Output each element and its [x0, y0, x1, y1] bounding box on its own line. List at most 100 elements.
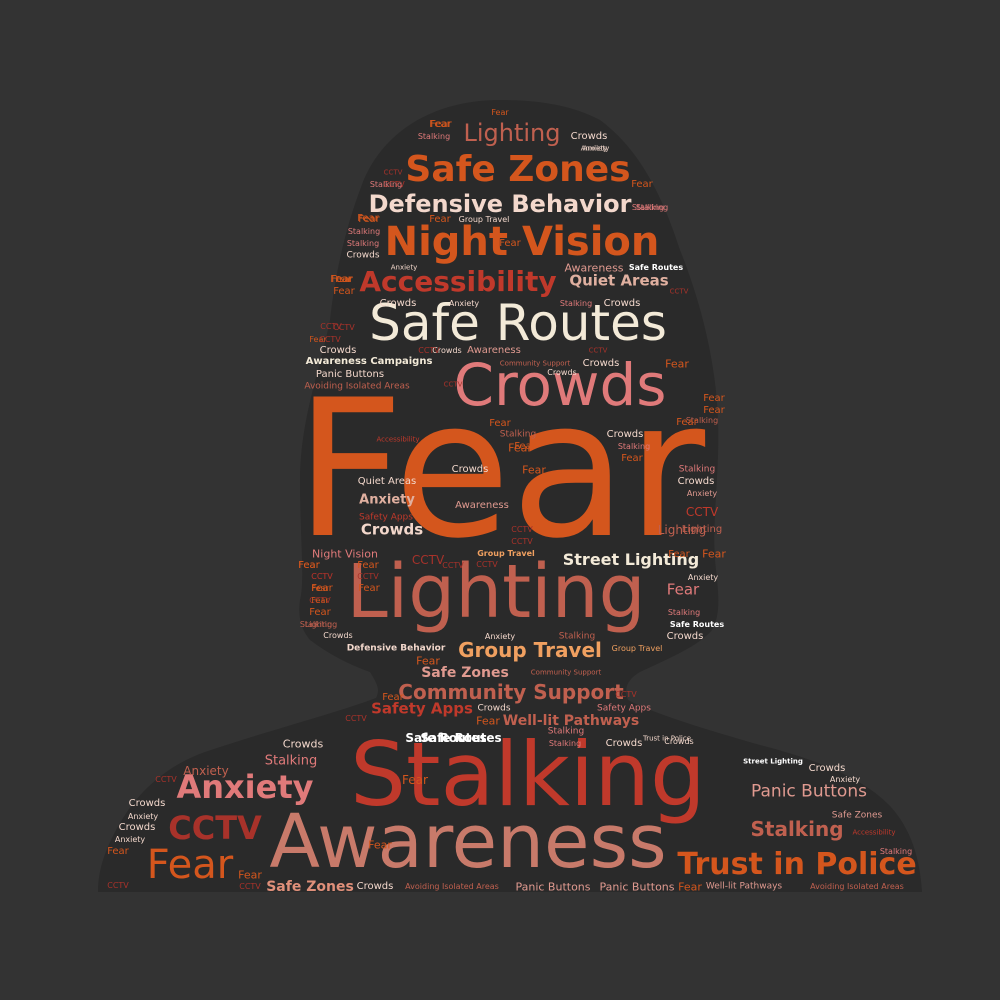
word-fear: Fear: [309, 335, 327, 344]
word-cctv: CCTV: [333, 323, 355, 332]
word-fear: Fear: [311, 596, 329, 605]
word-crowds: Crowds: [282, 737, 324, 751]
word-cctv: CCTV: [511, 525, 533, 534]
word-fear: Fear: [665, 357, 689, 371]
word-community-support: Community Support: [398, 680, 624, 704]
word-anxiety: Anxiety: [127, 812, 159, 821]
word-quiet-areas: Quiet Areas: [569, 271, 669, 290]
word-community-support: Community Support: [530, 668, 602, 677]
word-street-lighting: Street Lighting: [562, 550, 700, 569]
word-safe-zones: Safe Zones: [831, 810, 883, 821]
word-safe-routes: Safe Routes: [405, 731, 487, 745]
word-cctv: CCTV: [476, 560, 498, 569]
word-well-lit-pathways: Well-lit Pathways: [502, 713, 640, 729]
word-stalking: Stalking: [631, 203, 665, 212]
word-anxiety: Anxiety: [582, 144, 610, 153]
word-lighting: Lighting: [304, 620, 338, 629]
word-stalking: Stalking: [299, 620, 333, 629]
word-anxiety: Anxiety: [686, 489, 718, 498]
word-crowds: Crowds: [118, 822, 156, 833]
word-crowds: Crowds: [677, 476, 715, 487]
word-panic-buttons: Panic Buttons: [599, 880, 675, 894]
word-fear: Fear: [146, 842, 234, 888]
word-crowds: Crowds: [570, 131, 608, 142]
word-lighting: Lighting: [681, 524, 723, 535]
word-crowds: Crowds: [432, 346, 462, 355]
word-fear: Fear: [107, 846, 129, 857]
word-accessibility: Accessibility: [359, 265, 557, 298]
word-cctv: CCTV: [511, 537, 533, 546]
word-awareness: Awareness: [269, 799, 667, 885]
word-cctv: CCTV: [418, 346, 440, 355]
word-stalking: Stalking: [264, 753, 318, 769]
word-safe-routes: Safe Routes: [669, 620, 725, 629]
word-fear: Fear: [491, 108, 509, 117]
word-cctv: CCTV: [311, 572, 333, 581]
word-crowds: Crowds: [808, 763, 846, 774]
word-crowds: Crowds: [477, 703, 511, 714]
word-anxiety: Anxiety: [484, 632, 516, 641]
word-fear: Fear: [702, 547, 726, 561]
word-cctv: CCTV: [168, 809, 262, 847]
word-safe-zones: Safe Zones: [421, 665, 509, 681]
word-fear: Fear: [621, 453, 643, 464]
word-crowds: Crowds: [451, 464, 489, 475]
word-anxiety: Anxiety: [580, 144, 608, 153]
word-fear: Fear: [294, 359, 706, 580]
word-stalking: Stalking: [347, 227, 381, 236]
word-stalking: Stalking: [685, 416, 719, 425]
word-community-support: Community Support: [499, 359, 571, 368]
word-crowds: Crowds: [547, 368, 577, 377]
word-cctv: CCTV: [107, 881, 129, 890]
word-fear: Fear: [668, 549, 690, 560]
word-cctv: CCTV: [411, 553, 445, 567]
word-well-lit-pathways: Well-lit Pathways: [705, 881, 783, 892]
word-fear: Fear: [631, 179, 653, 190]
word-safe-zones: Safe Zones: [405, 149, 631, 190]
word-cctv: CCTV: [319, 335, 341, 344]
word-safety-apps: Safety Apps: [371, 699, 473, 718]
word-awareness: Awareness: [564, 261, 624, 275]
word-crowds: Crowds: [360, 520, 424, 539]
word-stalking: Stalking: [678, 464, 716, 475]
word-awareness: Awareness: [455, 500, 509, 511]
word-crowds: Crowds: [606, 429, 644, 440]
silhouette-shape: [98, 100, 922, 892]
word-crowds: Crowds: [603, 298, 641, 309]
word-fear: Fear: [489, 418, 511, 429]
word-quiet-areas: Quiet Areas: [357, 476, 417, 487]
word-fear: Fear: [703, 405, 725, 416]
word-panic-buttons: Panic Buttons: [515, 880, 591, 894]
word-cctv: CCTV: [615, 690, 637, 699]
word-lighting: Lighting: [657, 523, 707, 537]
word-fear: Fear: [678, 880, 702, 894]
word-fear: Fear: [429, 119, 451, 130]
word-fear: Fear: [499, 238, 521, 249]
word-safety-apps: Safety Apps: [597, 703, 651, 714]
word-fear: Fear: [330, 274, 352, 285]
word-stalking: Stalking: [559, 299, 593, 308]
word-crowds: Crowds: [356, 881, 394, 892]
word-fear: Fear: [514, 441, 536, 452]
word-fear: Fear: [311, 583, 333, 594]
word-fear: Fear: [368, 838, 392, 852]
word-night-vision: Night Vision: [312, 547, 378, 561]
word-fear: Fear: [508, 441, 532, 455]
word-safety-apps: Safety Apps: [359, 512, 413, 523]
word-anxiety: Anxiety: [448, 299, 480, 308]
word-cctv: CCTV: [320, 322, 342, 331]
word-group-travel: Group Travel: [611, 644, 663, 653]
word-defensive-behavior: Defensive Behavior: [368, 190, 632, 218]
word-anxiety: Anxiety: [359, 492, 415, 508]
word-fear: Fear: [676, 417, 698, 428]
word-cctv: CCTV: [383, 180, 405, 189]
word-fear: Fear: [703, 393, 725, 404]
word-crowds: Crowds: [664, 737, 694, 746]
word-cctv: CCTV: [588, 346, 608, 355]
word-stalking: Stalking: [558, 631, 596, 642]
word-fear: Fear: [430, 119, 452, 130]
word-cctv: CCTV: [685, 505, 719, 519]
word-group-travel: Group Travel: [477, 549, 535, 558]
